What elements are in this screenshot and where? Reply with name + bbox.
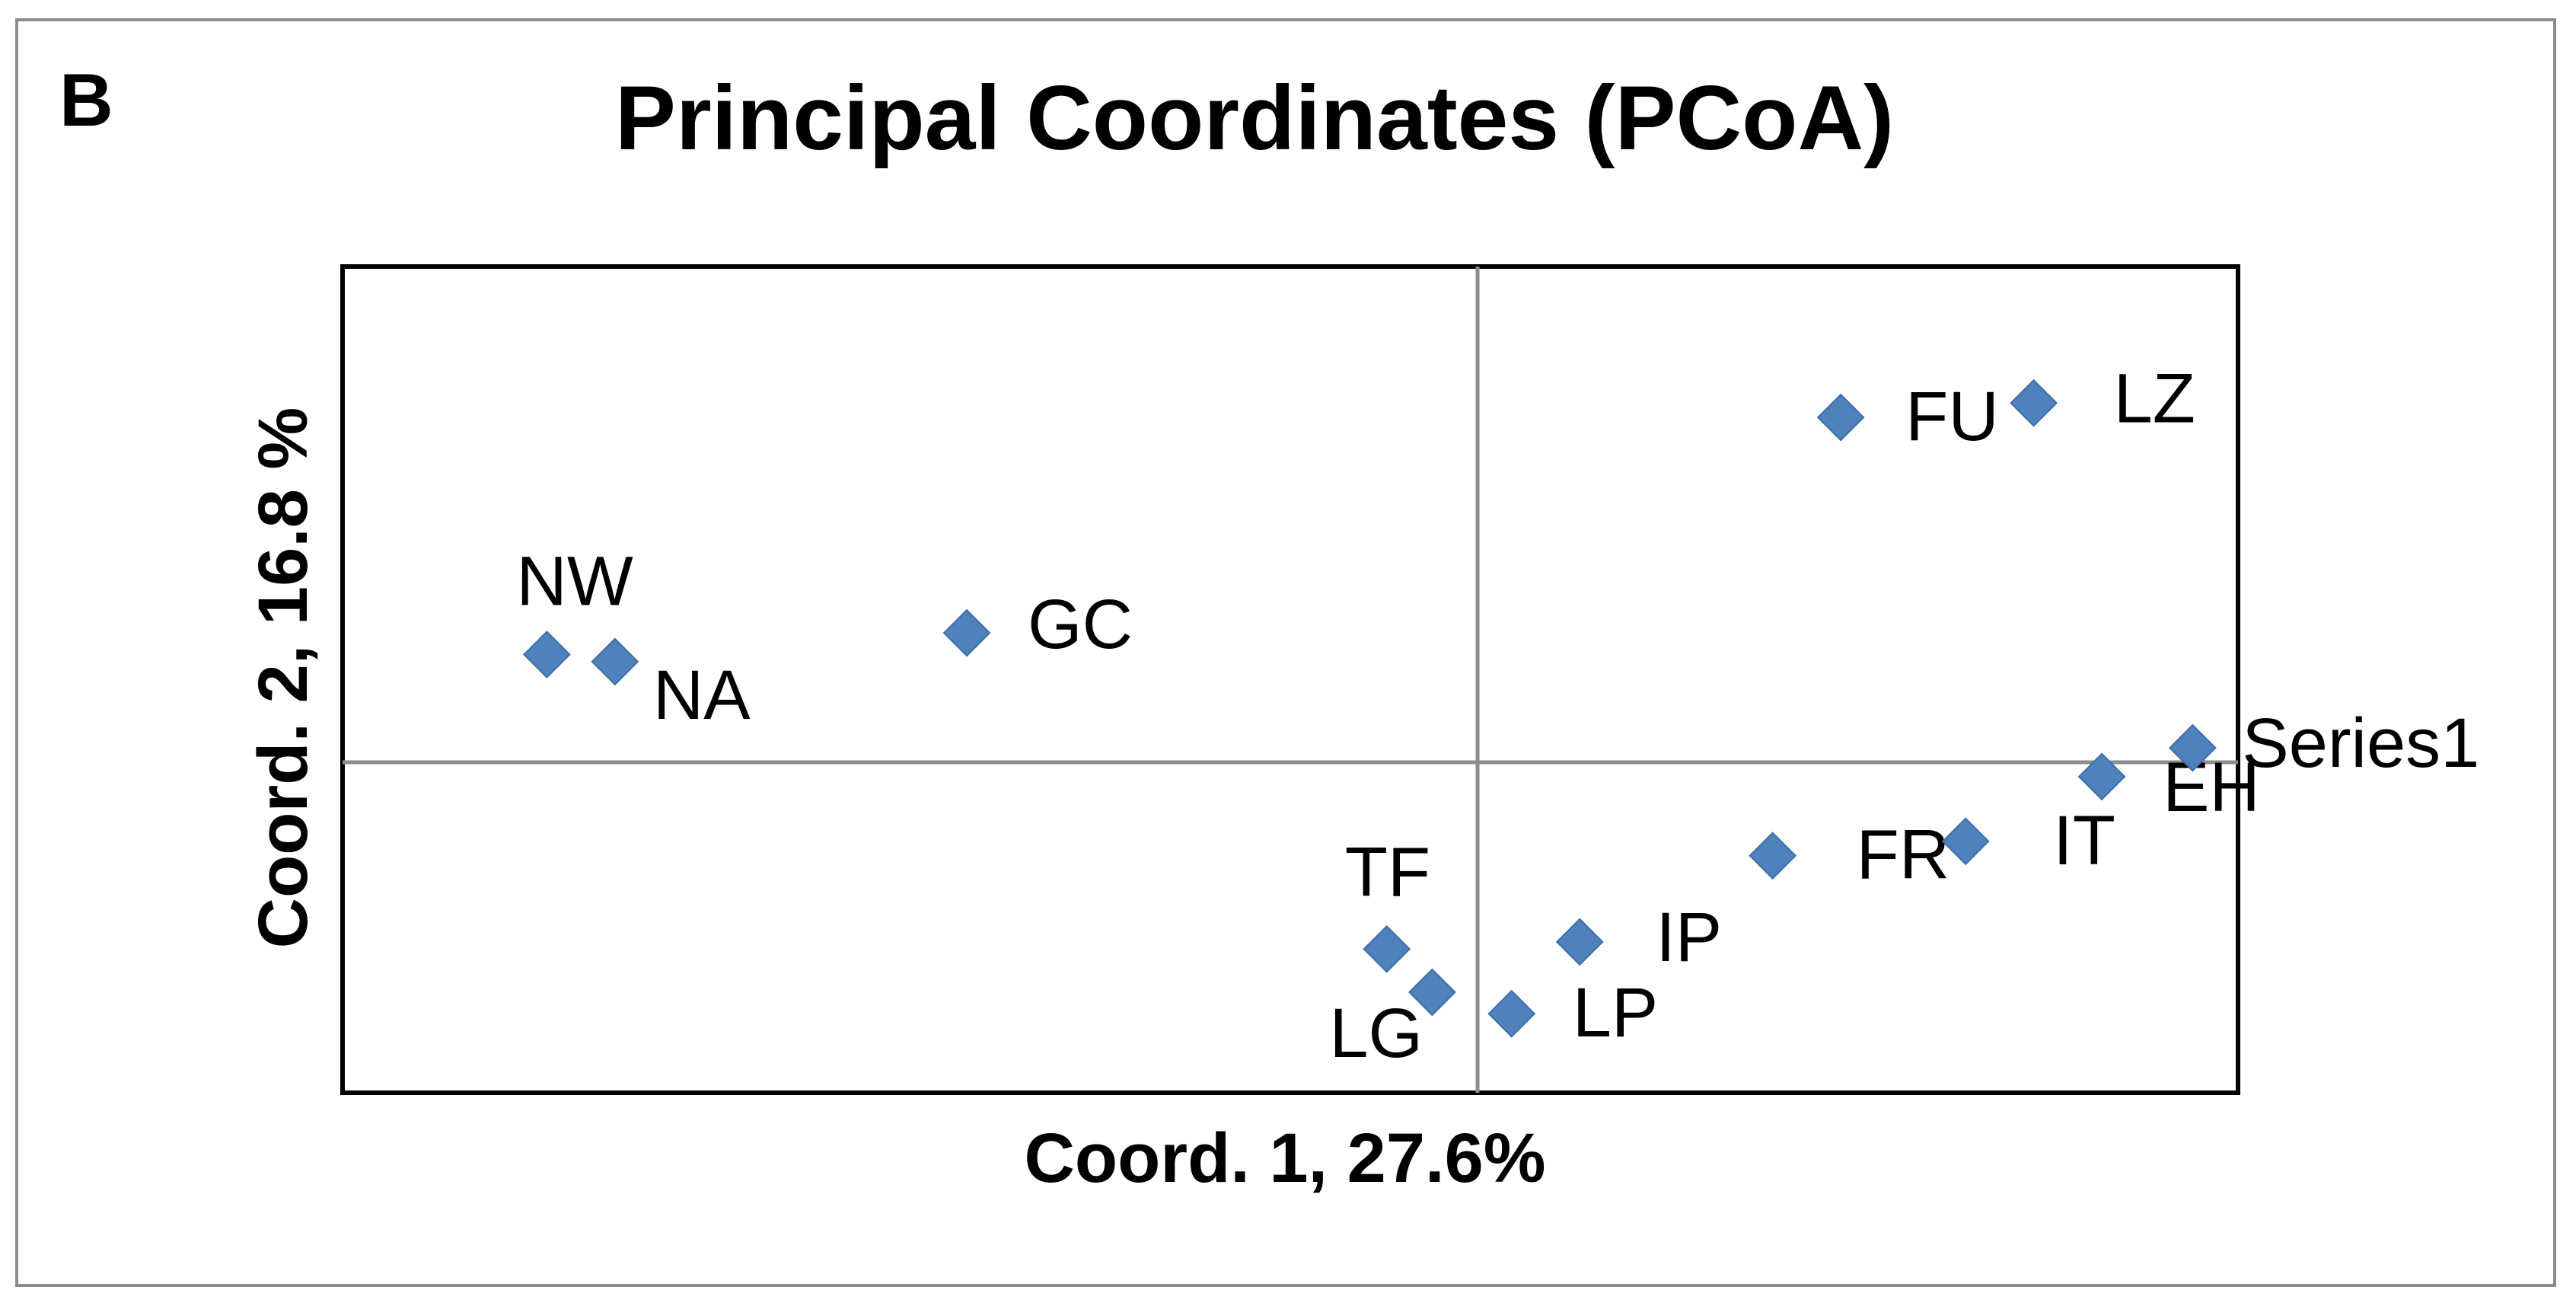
point-gc [942, 608, 991, 657]
point-series1 [2168, 723, 2217, 772]
point-ip [1555, 918, 1604, 966]
panel-letter: B [59, 58, 113, 142]
point-label-nw: NW [516, 542, 633, 620]
point-label-tf: TF [1345, 833, 1430, 911]
point-fr [1749, 832, 1797, 880]
point-label-fr: FR [1857, 816, 1950, 894]
plot-area [340, 264, 2240, 1095]
point-label-ip: IP [1656, 899, 1722, 976]
point-label-series1: Series1 [2242, 704, 2479, 782]
point-nw [522, 631, 571, 679]
point-label-gc: GC [1028, 586, 1133, 663]
point-label-na: NA [653, 656, 751, 734]
point-label-eh: EH [2163, 749, 2260, 826]
point-lp [1487, 989, 1536, 1038]
point-label-fu: FU [1905, 378, 1999, 455]
point-tf [1363, 924, 1411, 973]
point-label-it: IT [2053, 802, 2115, 880]
point-na [591, 637, 639, 686]
point-lg [1408, 968, 1456, 1017]
point-label-lz: LZ [2114, 359, 2195, 437]
point-it [1941, 817, 1990, 866]
point-label-lg: LG [1329, 995, 1423, 1072]
point-lz [2010, 378, 2058, 427]
chart-title: Principal Coordinates (PCoA) [614, 67, 1895, 169]
point-eh [2077, 752, 2126, 801]
x-axis-label: Coord. 1, 27.6% [1024, 1119, 1546, 1197]
point-label-lp: LP [1573, 974, 1659, 1052]
point-fu [1816, 393, 1865, 442]
